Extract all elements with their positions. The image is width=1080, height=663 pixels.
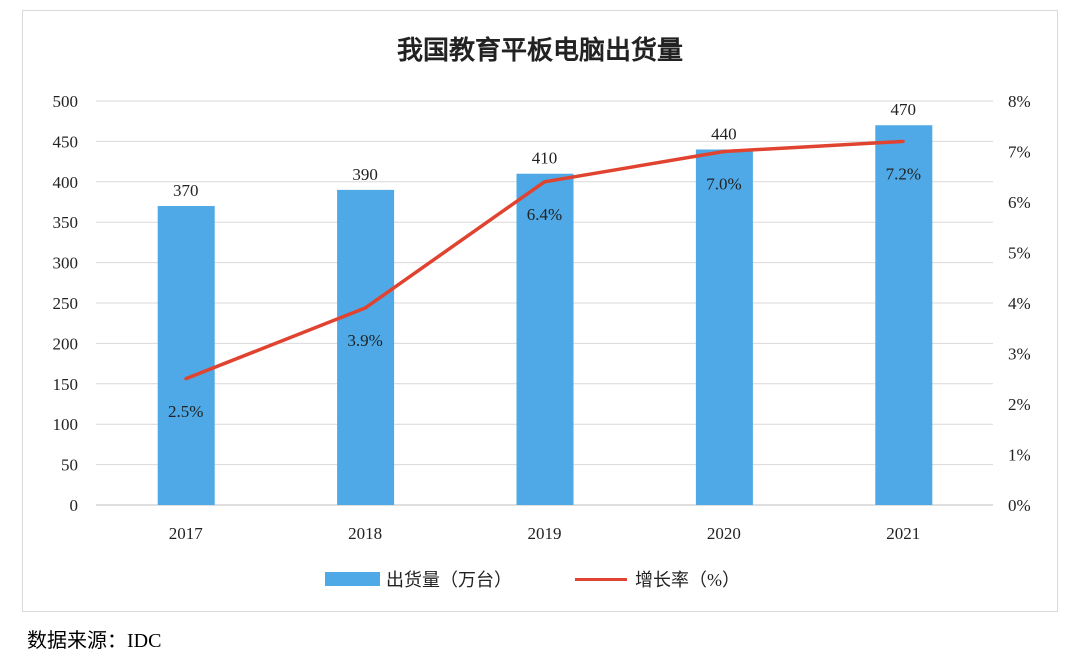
bar-2018	[337, 189, 395, 505]
line-point-2020	[722, 150, 726, 153]
legend-swatch-bar	[325, 572, 380, 586]
x-tick-label: 2020	[707, 524, 741, 543]
bar-data-label: 390	[352, 165, 378, 184]
bar-2017	[157, 206, 215, 506]
y-right-tick-label: 4%	[1008, 294, 1031, 313]
legend-item-line: 增长率（%）	[575, 566, 740, 592]
line-data-label: 7.2%	[886, 164, 921, 183]
bar-2020	[695, 149, 753, 506]
line-data-label: 7.0%	[706, 175, 741, 194]
line-data-label: 6.4%	[527, 205, 562, 224]
legend-item-bar: 出货量（万台）	[325, 566, 512, 592]
source-note: 数据来源：IDC	[27, 630, 162, 652]
y-right-tick-label: 2%	[1008, 395, 1031, 414]
line-data-label: 3.9%	[347, 331, 382, 350]
bar-data-label: 470	[891, 100, 917, 119]
legend-swatch-line	[575, 577, 627, 581]
y-right-tick-label: 6%	[1008, 193, 1031, 212]
y-left-tick-label: 300	[53, 254, 79, 273]
chart-title: 我国教育平板电脑出货量	[396, 36, 683, 65]
bar-2019	[516, 173, 574, 505]
bar-data-label: 370	[173, 181, 199, 200]
bar-data-label: 410	[532, 149, 558, 168]
line-point-2018	[363, 306, 367, 310]
chart-frame	[22, 10, 1058, 612]
bar-data-label: 440	[711, 124, 737, 143]
legend-label-line: 增长率（%）	[635, 570, 740, 590]
line-data-label: 2.5%	[168, 402, 203, 421]
y-left-tick-label: 250	[53, 294, 79, 313]
legend-label-bar: 出货量（万台）	[386, 570, 512, 590]
y-left-tick-label: 450	[53, 132, 79, 151]
y-left-tick-label: 400	[53, 173, 79, 192]
y-right-tick-label: 7%	[1008, 143, 1031, 162]
x-tick-label: 2019	[528, 524, 562, 543]
y-right-tick-label: 8%	[1008, 92, 1031, 111]
y-right-tick-label: 3%	[1008, 345, 1031, 364]
y-left-tick-label: 100	[53, 415, 79, 434]
y-right-tick-label: 0%	[1008, 496, 1031, 515]
y-left-tick-label: 50	[61, 456, 78, 475]
line-point-2017	[184, 377, 188, 381]
y-left-tick-label: 200	[53, 334, 79, 353]
y-right-tick-label: 5%	[1008, 244, 1031, 263]
y-left-tick-label: 150	[53, 375, 79, 394]
x-tick-label: 2018	[348, 524, 382, 543]
y-left-tick-label: 350	[53, 213, 79, 232]
x-tick-label: 2021	[886, 524, 920, 543]
line-point-2021	[901, 139, 905, 143]
y-left-tick-label: 0	[70, 496, 79, 515]
line-point-2019	[543, 180, 546, 184]
bar-2021	[875, 125, 933, 506]
y-left-tick-label: 500	[53, 92, 79, 111]
x-tick-label: 2017	[169, 524, 204, 543]
y-right-tick-label: 1%	[1008, 446, 1031, 465]
